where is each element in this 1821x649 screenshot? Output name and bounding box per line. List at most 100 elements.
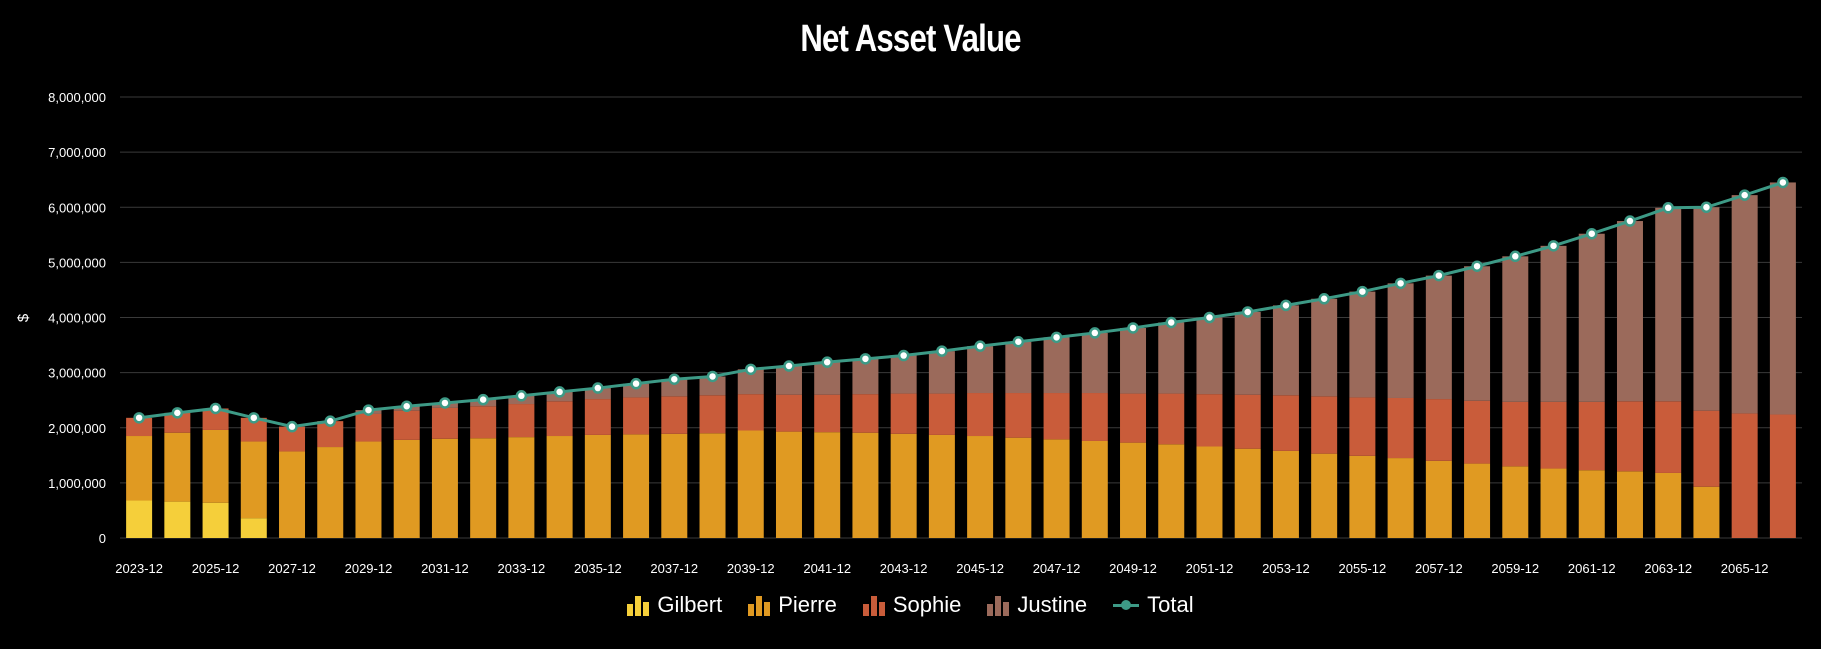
x-tick-label: 2065-12 — [1721, 561, 1769, 576]
legend-item-total[interactable]: Total — [1113, 592, 1194, 618]
total-point — [936, 345, 948, 357]
total-point — [668, 373, 681, 385]
bar-justine — [623, 383, 650, 398]
bar-sophie — [1387, 397, 1414, 459]
bar-sophie — [1616, 401, 1643, 472]
x-tick-label: 2031-12 — [421, 561, 469, 576]
bar-legend-icon — [987, 594, 1010, 616]
total-point — [1241, 306, 1254, 318]
total-point — [171, 407, 184, 419]
bar-sophie — [737, 394, 764, 431]
legend-item-justine[interactable]: Justine — [987, 592, 1087, 618]
legend-item-sophie[interactable]: Sophie — [862, 592, 961, 618]
legend-item-pierre[interactable]: Pierre — [748, 592, 837, 618]
y-axis-ticks: 0 1,000,000 2,000,000 3,000,000 4,000,000 5,0… — [48, 90, 106, 546]
x-tick-label: 2025-12 — [192, 561, 240, 576]
y-tick-label: 4,000,000 — [48, 311, 106, 326]
legend-label: Gilbert — [657, 592, 723, 617]
bar-justine — [699, 376, 726, 396]
x-tick-label: 2051-12 — [1186, 561, 1234, 576]
y-tick-label: 3,000,000 — [48, 366, 106, 381]
total-point — [1318, 293, 1330, 305]
bar-justine — [1158, 322, 1185, 394]
bar-gilbert — [164, 501, 191, 538]
bars — [126, 182, 1796, 538]
bar-sophie — [1425, 399, 1452, 461]
x-tick-label: 2053-12 — [1262, 561, 1310, 576]
total-line-path — [138, 181, 1784, 429]
bar-pierre — [814, 432, 841, 538]
bar-sophie — [240, 417, 267, 442]
total-point — [1394, 277, 1407, 290]
total-point — [439, 397, 451, 409]
bar-pierre — [1464, 463, 1491, 538]
total-point — [1777, 176, 1789, 189]
bar-justine — [1196, 317, 1223, 395]
bar-legend-icon — [748, 594, 771, 616]
bar-justine — [1578, 233, 1605, 402]
bar-pierre — [126, 436, 153, 501]
bar-pierre — [1502, 466, 1529, 538]
y-tick-label: 5,000,000 — [48, 255, 106, 270]
bar-justine — [1731, 195, 1758, 414]
x-tick-label: 2023-12 — [115, 561, 163, 576]
total-point — [1089, 327, 1101, 339]
bar-pierre — [852, 432, 879, 538]
total-point — [515, 390, 528, 402]
bar-justine — [1540, 245, 1567, 402]
bar-sophie — [928, 393, 955, 435]
bar-justine — [1616, 221, 1643, 402]
x-tick-label: 2047-12 — [1033, 561, 1081, 576]
total-point — [1203, 311, 1216, 324]
y-axis-label: $ — [15, 313, 32, 322]
total-point — [592, 382, 604, 394]
bar-justine — [1043, 337, 1070, 394]
bar-sophie — [1234, 394, 1261, 449]
bar-sophie — [1578, 401, 1605, 471]
x-tick-label: 2033-12 — [498, 561, 546, 576]
bar-sophie — [1464, 400, 1491, 464]
x-tick-label: 2063-12 — [1644, 561, 1692, 576]
bar-pierre — [890, 433, 917, 538]
bar-sophie — [852, 394, 879, 433]
bar-sophie — [470, 406, 497, 439]
bar-justine — [890, 355, 917, 394]
bar-justine — [1081, 332, 1108, 394]
bar-pierre — [1081, 440, 1108, 538]
y-tick-label: 0 — [99, 531, 106, 546]
bar-justine — [1005, 341, 1032, 394]
bar-justine — [1120, 327, 1147, 394]
bar-justine — [1655, 207, 1682, 402]
legend-item-gilbert[interactable]: Gilbert — [627, 592, 722, 618]
bar-sophie — [890, 393, 917, 434]
legend: Gilbert Pierre Sophie Justine Total — [0, 592, 1821, 618]
bar-pierre — [1158, 444, 1185, 538]
total-point — [859, 353, 872, 365]
bar-sophie — [661, 396, 688, 434]
bar-pierre — [1578, 470, 1605, 538]
total-point — [1165, 316, 1177, 329]
total-point — [400, 400, 413, 413]
total-point — [477, 393, 489, 406]
total-point — [286, 420, 298, 433]
y-tick-label: 8,000,000 — [48, 90, 106, 105]
legend-label: Justine — [1017, 592, 1088, 617]
bar-sophie — [202, 408, 229, 430]
bar-pierre — [661, 433, 688, 538]
total-point — [1624, 215, 1636, 227]
total-point — [1700, 201, 1713, 213]
total-point — [1509, 250, 1522, 263]
x-tick-label: 2039-12 — [727, 561, 775, 576]
bar-sophie — [623, 397, 650, 435]
bar-pierre — [584, 434, 611, 538]
bar-pierre — [546, 436, 573, 538]
bar-sophie — [1655, 401, 1682, 473]
bar-sophie — [1272, 395, 1299, 451]
bar-justine — [928, 351, 955, 394]
bar-pierre — [317, 447, 344, 538]
bar-pierre — [1387, 458, 1414, 538]
bar-justine — [967, 346, 994, 394]
bar-sophie — [546, 401, 573, 437]
y-tick-label: 7,000,000 — [48, 145, 106, 160]
total-point — [1050, 331, 1063, 344]
